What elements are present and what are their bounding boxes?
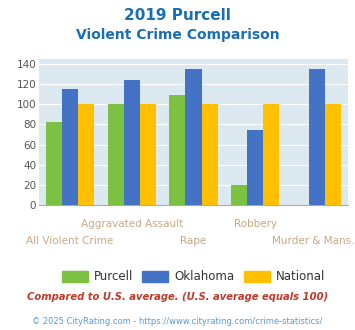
Text: Murder & Mans...: Murder & Mans... <box>272 236 355 246</box>
Bar <box>62 89 78 205</box>
Text: Violent Crime Comparison: Violent Crime Comparison <box>76 28 279 42</box>
Legend: Purcell, Oklahoma, National: Purcell, Oklahoma, National <box>57 266 330 288</box>
Text: Compared to U.S. average. (U.S. average equals 100): Compared to U.S. average. (U.S. average … <box>27 292 328 302</box>
Bar <box>231 184 247 205</box>
Bar <box>247 130 263 205</box>
Bar <box>185 69 202 205</box>
Bar <box>325 105 341 205</box>
Text: © 2025 CityRating.com - https://www.cityrating.com/crime-statistics/: © 2025 CityRating.com - https://www.city… <box>32 317 323 326</box>
Bar <box>108 105 124 205</box>
Text: All Violent Crime: All Violent Crime <box>26 236 114 246</box>
Text: 2019 Purcell: 2019 Purcell <box>124 8 231 23</box>
Bar <box>309 69 325 205</box>
Text: Robbery: Robbery <box>234 219 277 229</box>
Bar <box>202 105 218 205</box>
Text: Rape: Rape <box>180 236 207 246</box>
Bar <box>263 105 279 205</box>
Bar <box>169 95 185 205</box>
Bar <box>140 105 156 205</box>
Bar <box>46 122 62 205</box>
Bar <box>78 105 94 205</box>
Bar <box>124 81 140 205</box>
Text: Aggravated Assault: Aggravated Assault <box>81 219 183 229</box>
